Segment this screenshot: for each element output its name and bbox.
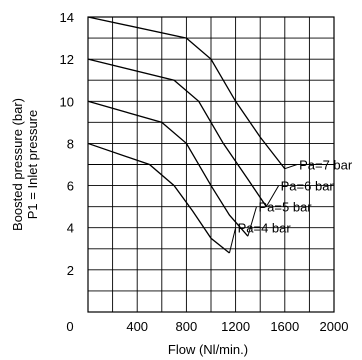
y-tick-label: 10	[60, 94, 74, 109]
series-lines	[87, 16, 286, 254]
y-tick-label: 2	[67, 263, 74, 278]
x-tick-label: 800	[176, 319, 198, 334]
x-tick-label: 0	[66, 319, 73, 334]
y-axis-title-line: Boosted pressure (bar)	[10, 98, 25, 231]
series-line	[87, 16, 286, 170]
series-labels: Pa=7 bar Pa=6 bar Pa=5 bar Pa=4 bar	[228, 158, 353, 254]
series-label-leader	[228, 227, 237, 254]
y-tick-label: 12	[60, 52, 74, 67]
series-label: Pa=5 bar	[259, 200, 313, 215]
series-label-leader	[265, 185, 280, 207]
series-label: Pa=6 bar	[281, 179, 335, 194]
x-tick-label: 1600	[270, 319, 299, 334]
series-line	[87, 142, 230, 254]
x-tick-labels: 0 400 800 1200 1600 2000	[66, 319, 348, 334]
y-tick-labels: 2 4 6 8 10 12 14	[60, 10, 74, 278]
x-tick-label: 2000	[320, 319, 349, 334]
y-tick-label: 8	[67, 136, 74, 151]
x-tick-label: 400	[126, 319, 148, 334]
series-label: Pa=7 bar	[299, 158, 353, 173]
series-label-leader	[284, 164, 298, 170]
series-label-leader	[247, 206, 257, 237]
series-label: Pa=4 bar	[238, 221, 292, 236]
y-tick-label: 6	[67, 179, 74, 194]
series-line	[87, 100, 249, 237]
y-tick-label: 14	[60, 10, 74, 25]
y-axis-title: Boosted pressure (bar) P1 = Inlet pressur…	[10, 98, 40, 231]
x-axis-title: Flow (Nl/min.)	[168, 342, 248, 357]
y-axis-title-line: P1 = Inlet pressure	[25, 110, 40, 219]
y-tick-label: 4	[67, 221, 74, 236]
x-tick-label: 1200	[221, 319, 250, 334]
plot-frame	[87, 16, 335, 313]
series-line	[87, 58, 267, 208]
